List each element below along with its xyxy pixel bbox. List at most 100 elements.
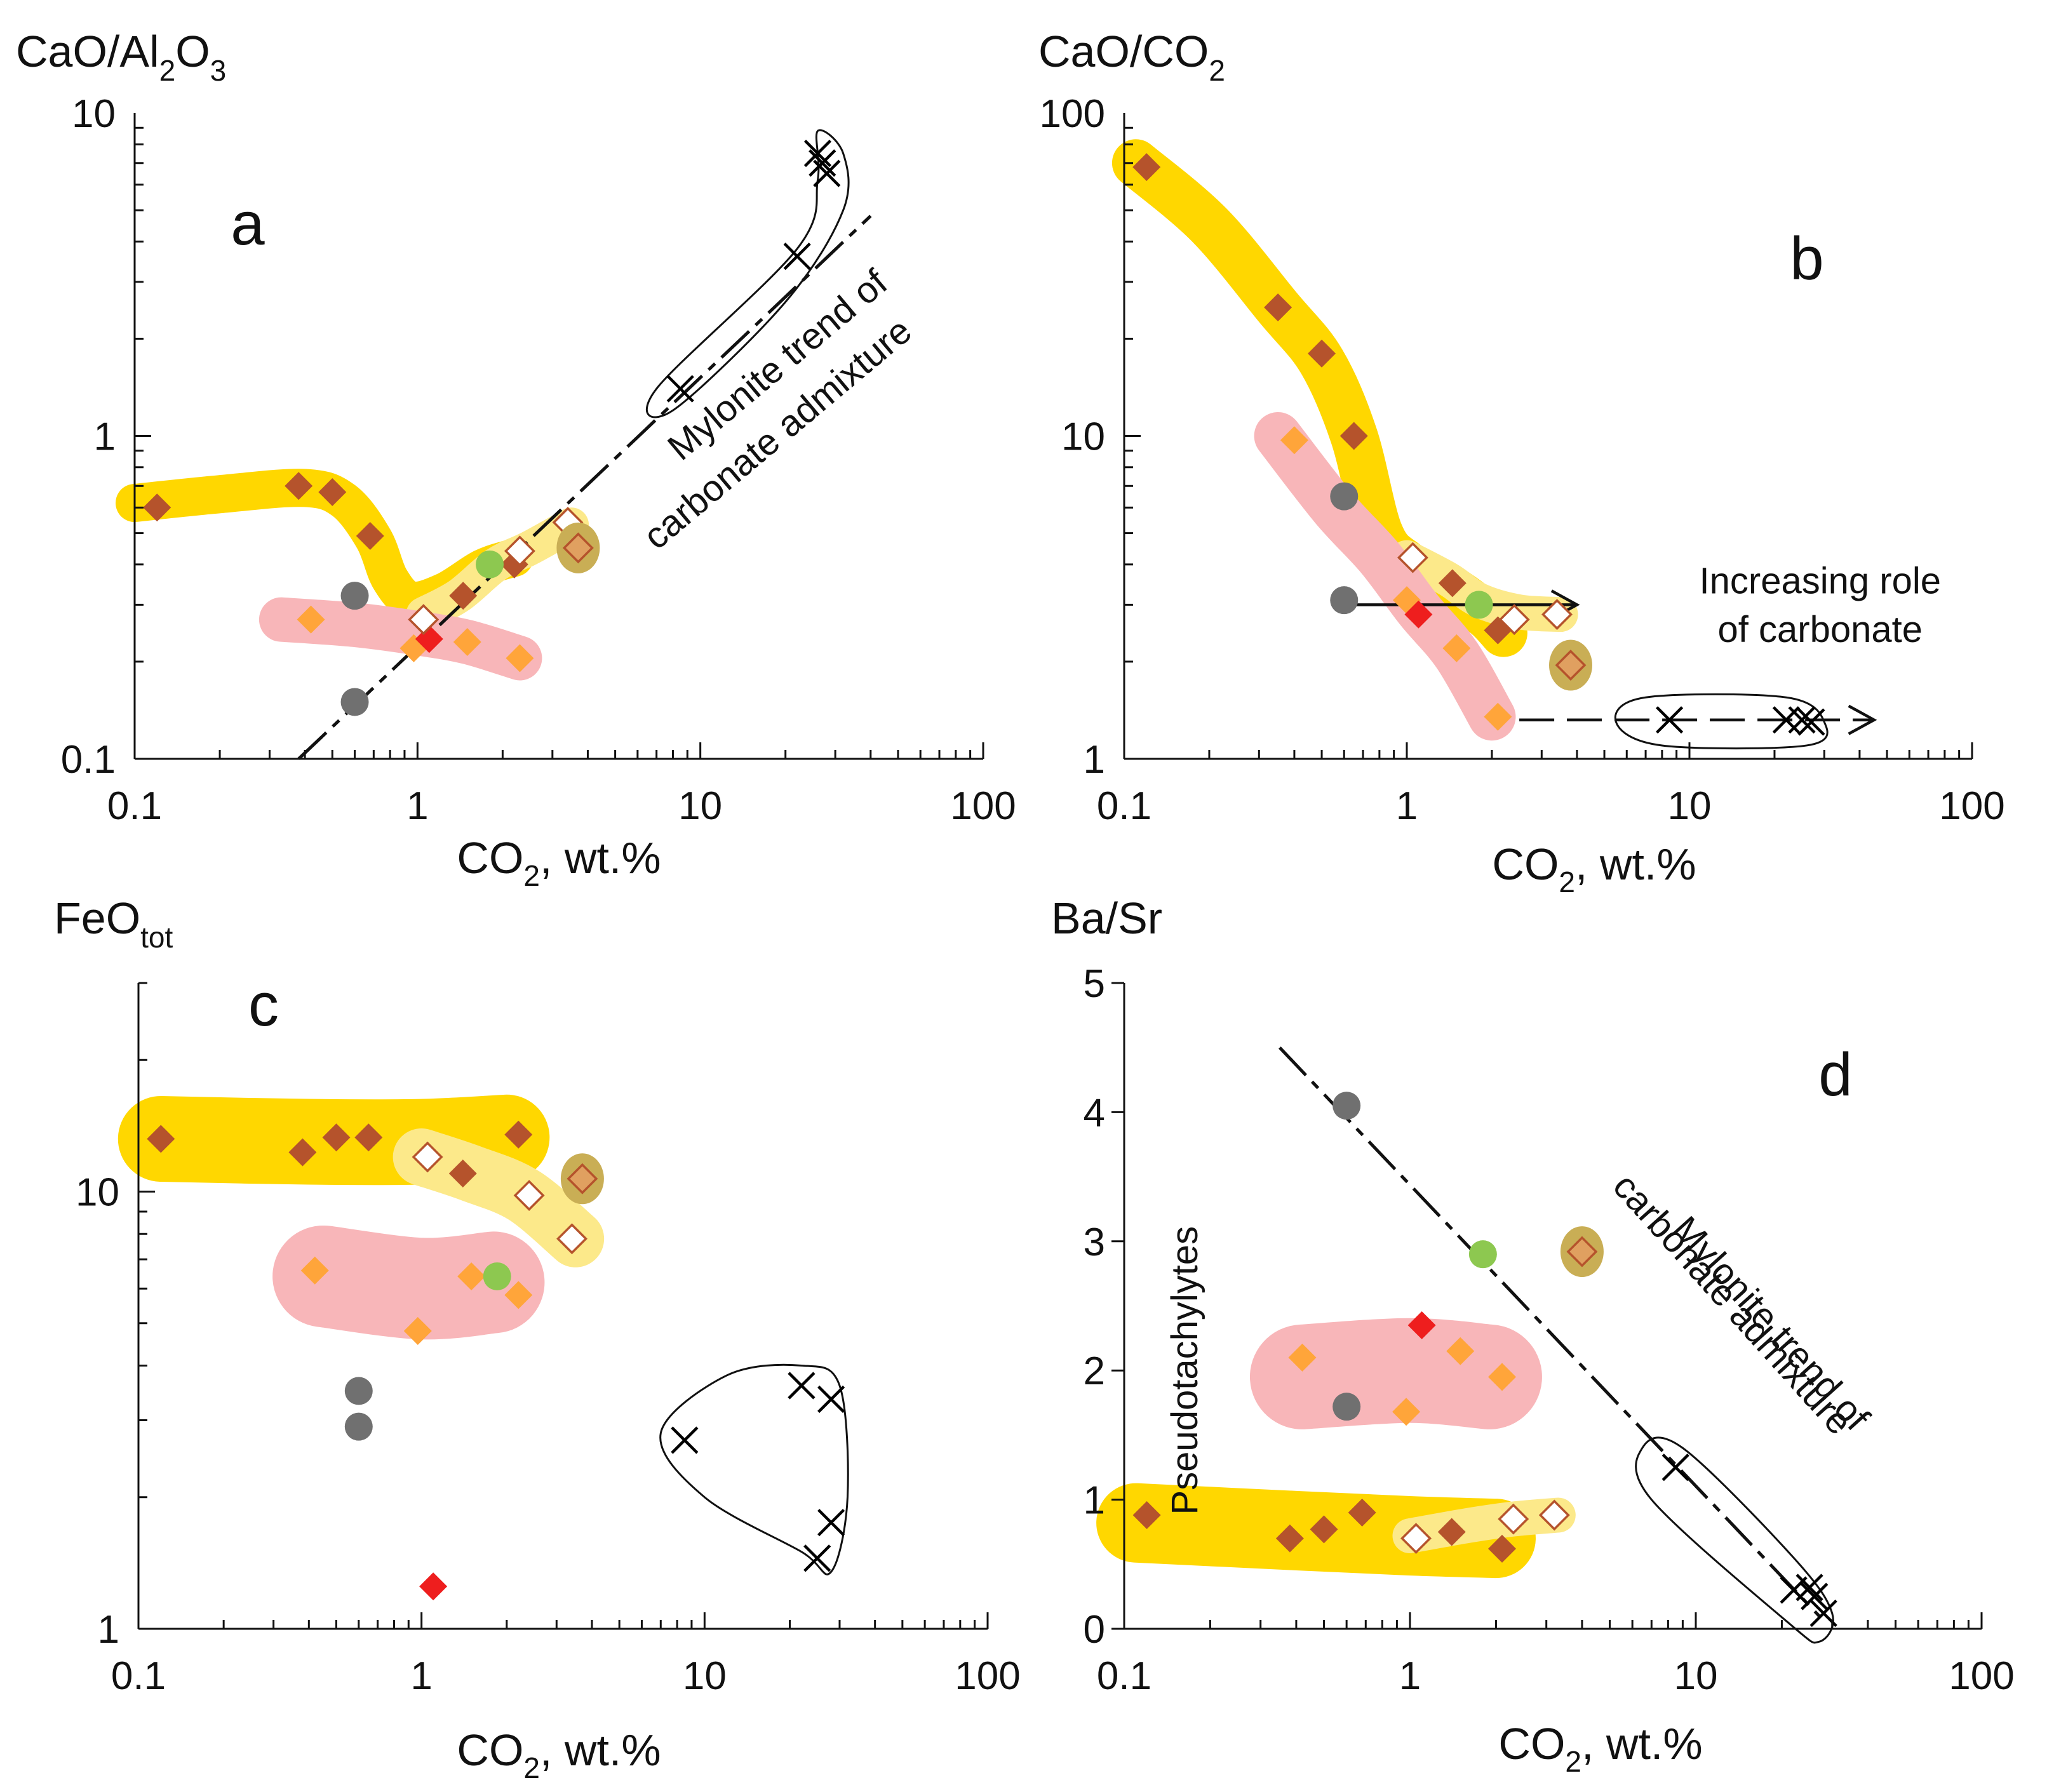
open-diamond-marker	[1538, 1499, 1570, 1531]
x-tick-label: 10	[1674, 1654, 1718, 1698]
y-tick-label: 10	[76, 1170, 119, 1214]
orange-diamond-marker	[1442, 634, 1471, 662]
brown-diamond-marker	[318, 478, 347, 506]
mylonite-cross-marker	[1655, 706, 1684, 734]
y-tick-label: 10	[72, 92, 116, 136]
y-tick-label: 3	[1084, 1220, 1105, 1264]
panel-letter: a	[231, 190, 265, 258]
red-diamond-marker	[1407, 1311, 1436, 1340]
x-tick-label: 0.1	[111, 1654, 166, 1698]
grey-circle-marker	[344, 1377, 373, 1405]
y-axis-label: Ba/Sr	[1051, 893, 1162, 943]
halo-diamond-marker	[1566, 1236, 1598, 1267]
orange-diamond-marker	[453, 628, 481, 657]
panel-letter: c	[248, 971, 279, 1039]
trend-line	[297, 215, 872, 760]
y-tick-label: 0	[1084, 1608, 1105, 1652]
y-tick-label: 5	[1084, 962, 1105, 1006]
panel-letter: b	[1790, 225, 1823, 293]
mylonite-cross-marker	[1796, 1574, 1823, 1601]
grey-circle-marker	[1332, 1092, 1361, 1120]
x-tick-label: 1	[1399, 1654, 1421, 1698]
brown-diamond-marker	[449, 582, 478, 610]
y-tick-label: 1	[98, 1608, 119, 1652]
mylonite-cross-marker	[813, 159, 841, 187]
mylonite-cross-marker	[788, 1372, 816, 1400]
annotation: carbonate admixture	[1605, 1165, 1860, 1442]
open-diamond-marker	[513, 1180, 545, 1212]
x-axis-label: CO2, wt.%	[457, 833, 661, 892]
grey-circle-marker	[340, 582, 369, 610]
field-light-yellow	[393, 1128, 605, 1267]
orange-diamond-marker	[457, 1262, 486, 1290]
brown-diamond-marker	[1339, 422, 1368, 450]
brown-diamond-marker	[1132, 1501, 1161, 1530]
orange-diamond-marker	[1288, 1343, 1317, 1372]
brown-diamond-marker	[1275, 1524, 1304, 1553]
annotation: Increasing role	[1700, 561, 1941, 602]
y-tick-label: 2	[1084, 1349, 1105, 1393]
x-axis-label: CO2, wt.%	[1498, 1719, 1702, 1778]
mylonite-envelope	[1614, 693, 1829, 750]
open-diamond-marker	[1400, 1523, 1432, 1555]
mylonite-cross-marker	[1801, 1582, 1829, 1610]
brown-diamond-marker	[354, 1123, 383, 1152]
mylonite-envelope	[1635, 1436, 1834, 1644]
mylonite-cross-marker	[817, 1385, 845, 1414]
y-axis-label: CaO/Al2O3	[16, 27, 226, 87]
open-diamond-marker	[408, 604, 440, 636]
x-axis-label: CO2, wt.%	[457, 1725, 661, 1784]
arrow-head	[1848, 704, 1877, 735]
orange-diamond-marker	[1392, 1398, 1421, 1426]
green-circle-marker	[483, 1262, 511, 1290]
brown-diamond-marker	[147, 1125, 175, 1153]
brown-diamond-marker	[448, 1159, 477, 1187]
panel-d: 0.1 1 10 100 0 1 2 3 4 5 Ba/Sr CO2, wt.% d Pseudotach…	[1051, 893, 2015, 1778]
grey-circle-marker	[1332, 1393, 1361, 1421]
x-tick-label: 10	[683, 1654, 727, 1698]
brown-diamond-marker	[356, 522, 384, 551]
y-tick-label: 100	[1040, 92, 1105, 136]
open-diamond-marker	[412, 1141, 443, 1173]
x-tick-label: 0.1	[107, 784, 162, 828]
orange-diamond-marker	[506, 644, 534, 672]
brown-diamond-marker	[504, 1120, 533, 1149]
annotation: Pseudotachylytes	[1164, 1226, 1205, 1515]
annotation: of carbonate	[1718, 609, 1923, 650]
y-axis-label: CaO/CO2	[1038, 27, 1225, 87]
green-circle-marker	[476, 550, 504, 578]
field-pink	[1254, 412, 1516, 741]
open-diamond-marker	[1498, 604, 1530, 636]
mylonite-cross-marker	[809, 149, 836, 177]
x-tick-label: 1	[406, 784, 428, 828]
x-tick-label: 100	[1939, 784, 2004, 828]
mylonite-envelope	[645, 129, 850, 418]
x-tick-label: 100	[1949, 1654, 2014, 1698]
grey-circle-marker	[340, 688, 369, 716]
red-diamond-marker	[1404, 600, 1433, 629]
brown-diamond-marker	[1132, 153, 1161, 182]
orange-diamond-marker	[403, 1316, 432, 1345]
open-diamond-marker	[1498, 1503, 1529, 1535]
open-diamond-marker	[556, 1223, 588, 1255]
y-tick-label: 1	[1084, 1479, 1105, 1523]
mylonite-cross-marker	[803, 139, 832, 168]
orange-diamond-marker	[300, 1256, 329, 1285]
y-axis-label: FeOtot	[54, 893, 173, 954]
halo-diamond-marker	[567, 1163, 598, 1194]
open-diamond-marker	[1397, 542, 1428, 573]
y-tick-label: 0.1	[61, 738, 116, 782]
orange-diamond-marker	[1280, 426, 1308, 455]
grey-circle-marker	[1330, 482, 1359, 511]
grey-circle-marker	[1330, 586, 1359, 615]
mylonite-cross-marker	[1788, 706, 1816, 734]
grey-circle-marker	[344, 1412, 373, 1441]
red-diamond-marker	[419, 1572, 448, 1601]
brown-diamond-marker	[1308, 339, 1336, 368]
x-tick-label: 10	[678, 784, 722, 828]
mylonite-cross-marker	[666, 375, 694, 403]
